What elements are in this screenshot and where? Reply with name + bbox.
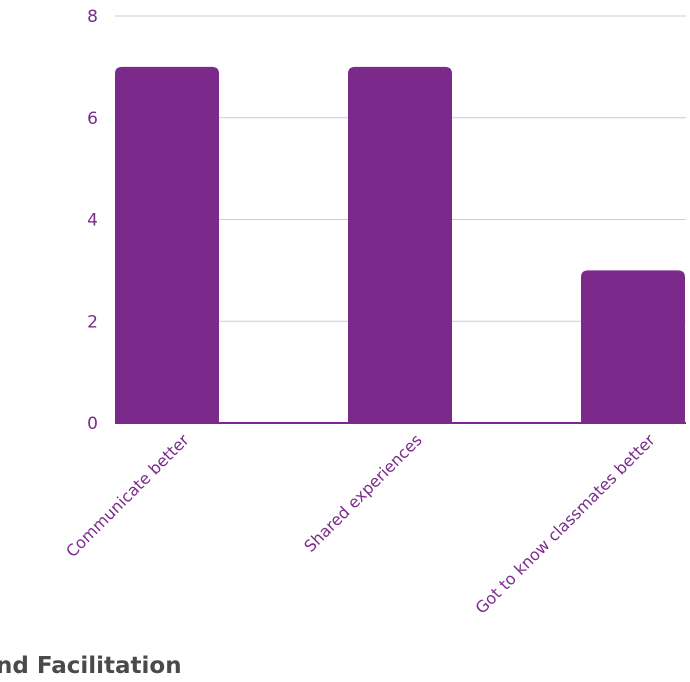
x-tick-label: Got to know classmates better	[472, 430, 659, 617]
x-tick-label: Shared experiences	[300, 430, 425, 555]
x-tick-label: Communicate better	[62, 430, 193, 561]
y-tick-label: 4	[87, 211, 98, 231]
bar	[115, 66, 219, 423]
bars	[115, 66, 685, 423]
y-tick-label: 8	[87, 7, 98, 27]
y-tick-label: 6	[87, 109, 98, 129]
bar	[581, 270, 685, 423]
section-heading: nd Facilitation	[0, 653, 182, 679]
y-tick-label: 0	[87, 414, 98, 434]
y-tick-label: 2	[87, 312, 98, 332]
bar	[348, 66, 452, 423]
x-axis-tick-labels: Communicate better Shared experiences Got …	[62, 430, 659, 617]
y-axis-tick-labels: 0 2 4 6 8	[87, 7, 98, 434]
